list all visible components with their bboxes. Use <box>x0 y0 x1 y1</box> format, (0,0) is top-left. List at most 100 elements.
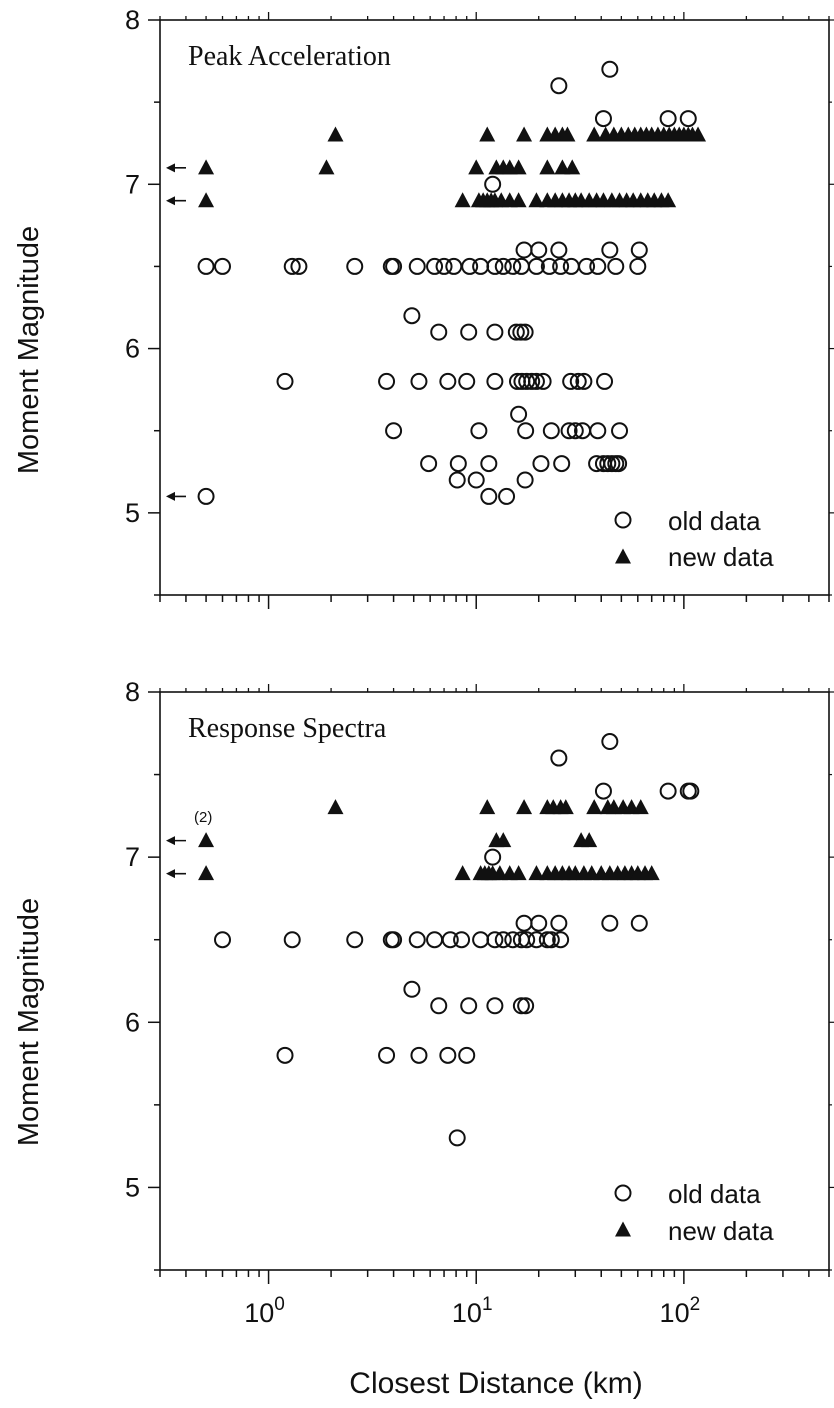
x-tick-label: 102 <box>660 1294 701 1328</box>
point-old-data <box>197 487 215 505</box>
point-old-data <box>540 257 558 275</box>
point-old-data <box>517 422 535 440</box>
point-new-data <box>559 126 576 142</box>
legend-label-new-data: new data <box>668 542 774 572</box>
point-old-data <box>629 257 647 275</box>
point-old-data <box>550 241 568 259</box>
point-old-data <box>552 931 570 949</box>
point-old-data <box>494 257 512 275</box>
point-old-data <box>403 307 421 325</box>
arrow-head <box>166 491 175 501</box>
point-old-data <box>530 241 548 259</box>
point-new-data <box>516 799 533 815</box>
point-old-data <box>530 914 548 932</box>
point-new-data <box>198 192 215 208</box>
panel-title: Response Spectra <box>188 713 387 744</box>
point-old-data <box>601 60 619 78</box>
point-old-data <box>630 241 648 259</box>
y-tick-label: 8 <box>125 677 140 707</box>
legend: old data new data <box>614 1179 774 1246</box>
y-tick-label: 6 <box>125 334 140 364</box>
legend-marker-new-data <box>615 548 631 564</box>
legend-label-old-data: old data <box>668 506 761 536</box>
point-old-data <box>486 257 504 275</box>
annotation-count-2: (2) <box>194 809 212 826</box>
legend-label-new-data: new data <box>668 1216 774 1246</box>
point-old-data <box>460 323 478 341</box>
point-old-data <box>410 1046 428 1064</box>
point-old-data <box>484 848 502 866</box>
point-old-data <box>599 455 617 473</box>
point-old-data <box>594 782 612 800</box>
chart-peak-acceleration: Moment Magnitude Peak Acceleration 5678 … <box>13 5 834 609</box>
y-tick-label: 6 <box>125 1007 140 1037</box>
y-tick-label: 8 <box>125 5 140 35</box>
point-old-data <box>566 422 584 440</box>
point-old-data <box>542 422 560 440</box>
legend-label-old-data: old data <box>668 1179 761 1209</box>
y-tick-label: 5 <box>125 498 140 528</box>
point-new-data <box>479 126 496 142</box>
arrow-head <box>166 163 175 173</box>
point-new-data <box>632 799 649 815</box>
point-old-data <box>480 487 498 505</box>
point-new-data <box>495 832 512 848</box>
legend-marker-old-data <box>614 1184 632 1202</box>
point-old-data <box>486 997 504 1015</box>
point-old-data <box>430 997 448 1015</box>
point-old-data <box>346 931 364 949</box>
point-old-data <box>410 372 428 390</box>
point-old-data <box>498 487 516 505</box>
point-new-data <box>643 865 660 881</box>
point-old-data <box>385 931 403 949</box>
arrow-head <box>166 836 175 846</box>
point-old-data <box>560 422 578 440</box>
point-new-data <box>327 126 344 142</box>
y-axis-label: Moment Magnitude <box>13 898 45 1146</box>
point-old-data <box>439 372 457 390</box>
point-old-data <box>408 257 426 275</box>
point-old-data <box>408 931 426 949</box>
point-old-data <box>472 931 490 949</box>
point-old-data <box>527 372 545 390</box>
point-new-data <box>198 832 215 848</box>
point-new-data <box>690 126 707 142</box>
point-old-data <box>385 422 403 440</box>
point-old-data <box>448 471 466 489</box>
point-old-data <box>510 405 528 423</box>
x-tick-label: 100 <box>244 1294 285 1328</box>
point-old-data <box>512 997 530 1015</box>
point-old-data <box>445 257 463 275</box>
point-old-data <box>610 455 628 473</box>
point-old-data <box>611 422 629 440</box>
point-old-data <box>276 1046 294 1064</box>
point-old-data <box>197 257 215 275</box>
arrow-head <box>166 869 175 879</box>
panel-title: Peak Acceleration <box>188 41 391 72</box>
point-new-data <box>528 865 545 881</box>
y-tick-label: 5 <box>125 1172 140 1202</box>
point-old-data <box>527 257 545 275</box>
point-old-data <box>472 257 490 275</box>
point-old-data <box>534 372 552 390</box>
point-old-data <box>682 782 700 800</box>
point-new-data <box>510 865 527 881</box>
point-old-data <box>480 455 498 473</box>
point-old-data <box>516 323 534 341</box>
point-old-data <box>453 931 471 949</box>
y-tick-label: 7 <box>125 169 140 199</box>
point-new-data <box>454 865 471 881</box>
point-old-data <box>518 372 536 390</box>
axes: 5 6 7 8 100 101 102 <box>125 677 834 1328</box>
point-new-data <box>479 799 496 815</box>
point-old-data <box>562 257 580 275</box>
point-old-data <box>486 372 504 390</box>
point-old-data <box>518 931 536 949</box>
point-old-data <box>594 110 612 128</box>
point-old-data <box>596 372 614 390</box>
legend-marker-old-data <box>614 511 632 529</box>
x-tick-label: 101 <box>452 1294 493 1328</box>
point-new-data <box>198 865 215 881</box>
point-old-data <box>542 931 560 949</box>
